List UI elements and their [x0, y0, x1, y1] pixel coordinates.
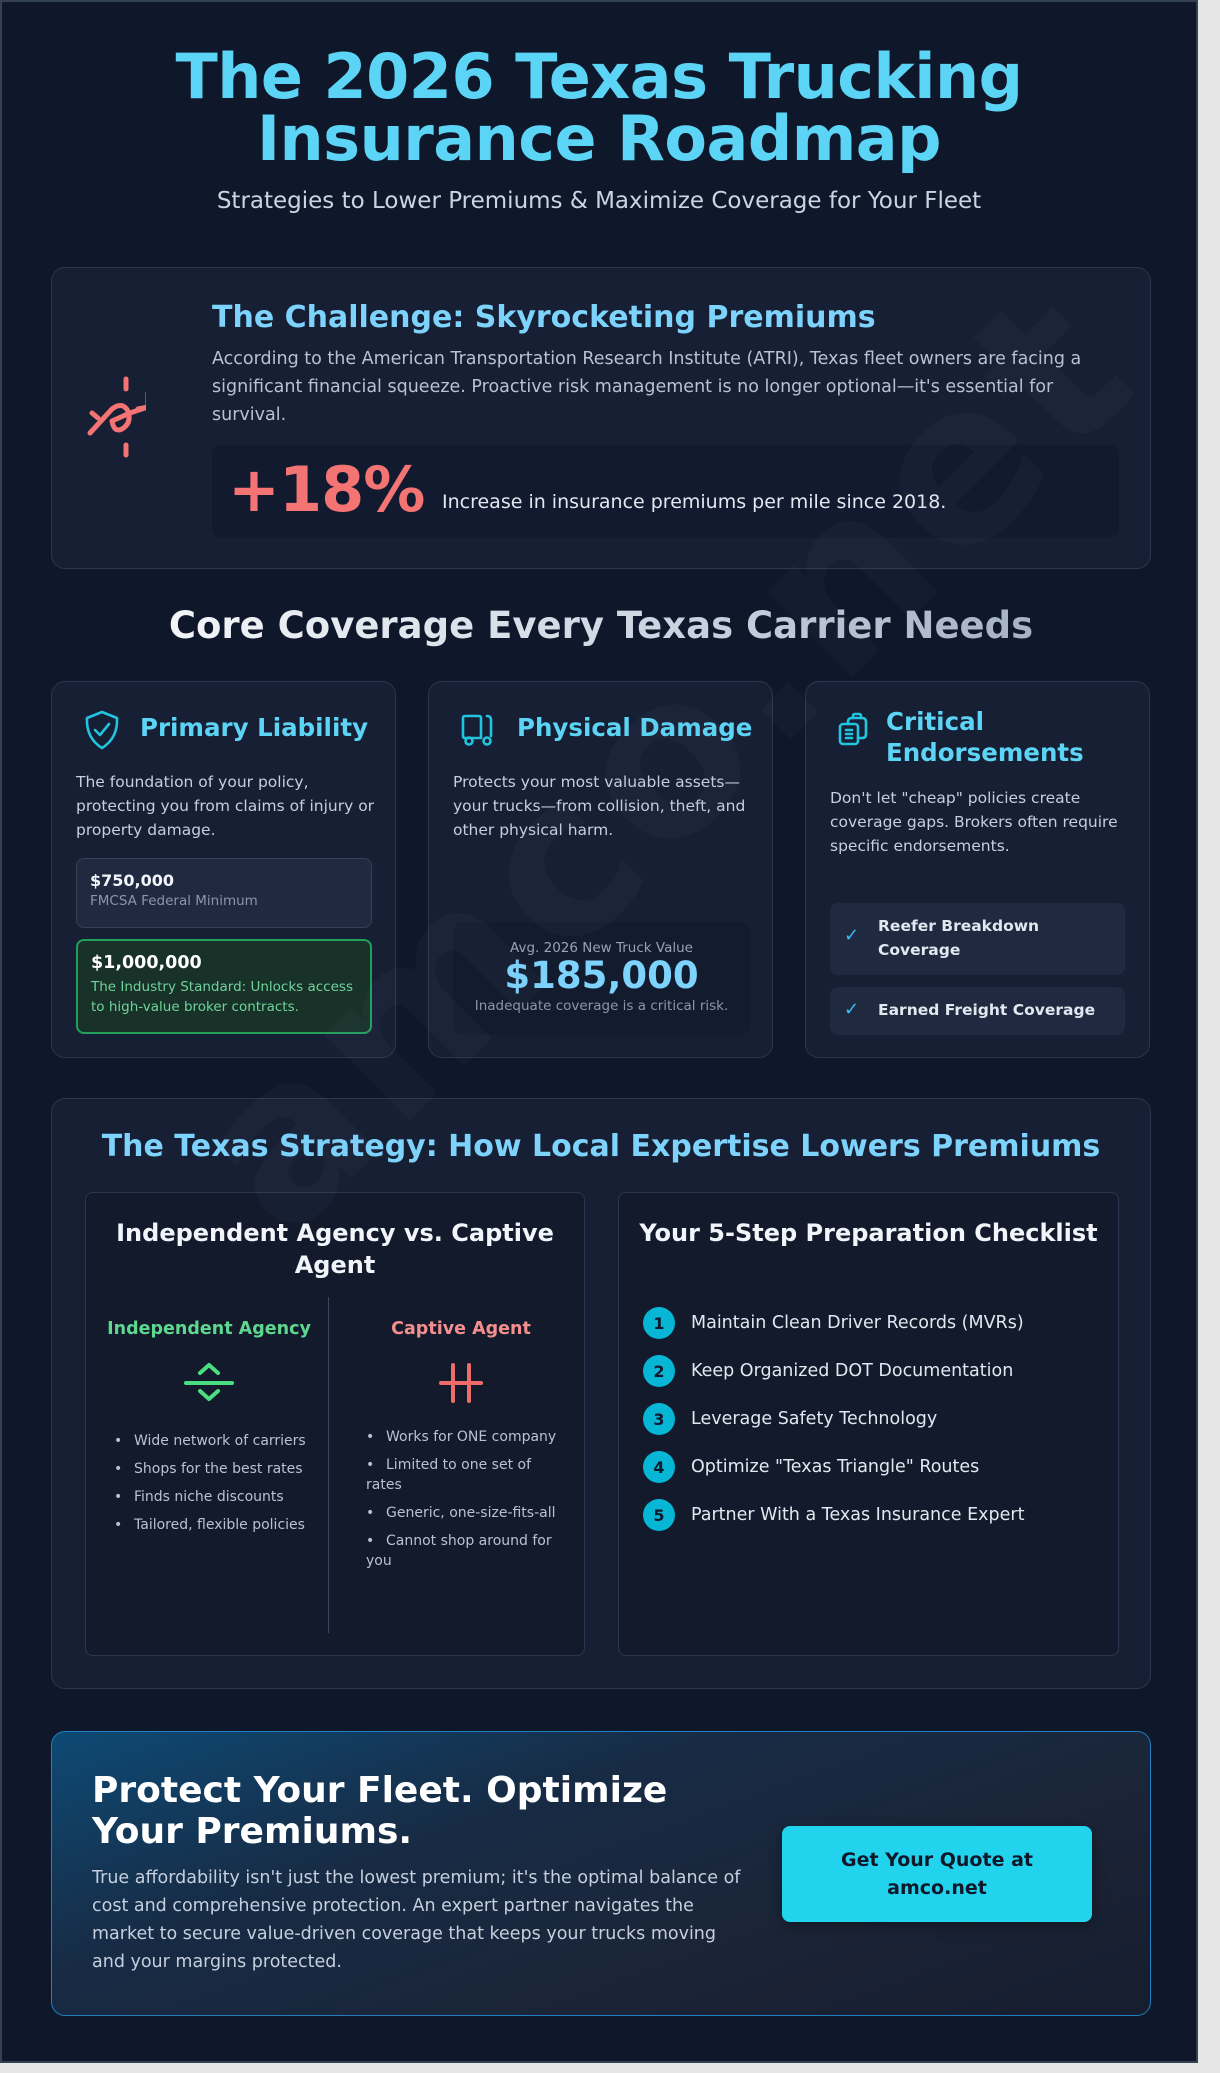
step-number-badge: 4 — [643, 1451, 675, 1483]
tier-amount: $750,000 — [90, 871, 175, 890]
cta-body: True affordability isn't just the lowest… — [92, 1868, 741, 1972]
expand-options-icon — [184, 1363, 234, 1401]
captive-agent-column: Captive Agent • Works for ONE company • Li… — [356, 1315, 566, 1579]
comparison-title: Independent Agency vs. Captive Agent — [116, 1219, 554, 1279]
coverage-body: Protects your most valuable assets—your … — [453, 773, 746, 839]
checklist-step: 2 Keep Organized DOT Documentation — [643, 1347, 1024, 1395]
coverage-title: Physical Damage — [517, 713, 753, 742]
list-item: • Generic, one-size-fits-all — [366, 1505, 556, 1521]
list-item: • Cannot shop around for you — [366, 1533, 552, 1569]
truck-value-label: Avg. 2026 New Truck Value — [510, 940, 693, 956]
call-to-action-banner: Protect Your Fleet. Optimize Your Premiu… — [51, 1731, 1151, 2016]
endorsement-item: ✓ Reefer Breakdown Coverage — [830, 903, 1125, 975]
step-text: Keep Organized DOT Documentation — [691, 1361, 1014, 1381]
independent-agency-label: Independent Agency — [107, 1319, 311, 1339]
truck-value-amount: $185,000 — [504, 954, 699, 997]
independent-agency-column: Independent Agency • Wide network of carr… — [104, 1315, 314, 1543]
truck-value-stat: Avg. 2026 New Truck Value $185,000 Inade… — [453, 922, 750, 1035]
coverage-title: Critical Endorsements — [886, 707, 1084, 767]
tier-amount: $1,000,000 — [91, 953, 202, 973]
checklist-title: Your 5-Step Preparation Checklist — [639, 1219, 1098, 1247]
list-item: • Finds niche discounts — [114, 1489, 284, 1505]
tier-description: FMCSA Federal Minimum — [90, 893, 258, 909]
coverage-body: The foundation of your policy, protectin… — [76, 773, 375, 839]
endorsement-item: ✓ Earned Freight Coverage — [830, 987, 1125, 1035]
coverage-section-title: Core Coverage Every Texas Carrier Needs — [2, 604, 1196, 647]
endorsement-label: Reefer Breakdown Coverage — [878, 917, 1040, 959]
premium-increase-value: +18% — [228, 453, 425, 526]
checkmark-icon: ✓ — [844, 999, 860, 1020]
checklist-step: 1 Maintain Clean Driver Records (MVRs) — [643, 1299, 1024, 1347]
premium-stat-box: +18% Increase in insurance premiums per … — [212, 445, 1119, 538]
independent-points-list: • Wide network of carriers • Shops for the… — [104, 1431, 314, 1535]
step-text: Optimize "Texas Triangle" Routes — [691, 1457, 980, 1477]
agency-comparison-panel: Independent Agency vs. Captive Agent Ind… — [85, 1192, 585, 1656]
truck-value-note: Inadequate coverage is a critical risk. — [474, 998, 729, 1014]
coverage-title: Primary Liability — [140, 713, 369, 742]
challenge-title: The Challenge: Skyrocketing Premiums — [212, 300, 876, 335]
checklist-step: 5 Partner With a Texas Insurance Expert — [643, 1491, 1024, 1539]
coverage-card-critical-endorsements: Critical Endorsements Don't let "cheap" … — [805, 681, 1150, 1058]
endorsement-label: Earned Freight Coverage — [878, 1001, 1096, 1019]
cta-title: Protect Your Fleet. Optimize Your Premiu… — [92, 1770, 668, 1852]
captive-agent-label: Captive Agent — [391, 1319, 531, 1339]
tier-description: The Industry Standard: Unlocks access to… — [91, 979, 353, 1015]
challenge-body: According to the American Transportation… — [212, 349, 1082, 425]
liability-tier-standard: $1,000,000 The Industry Standard: Unlock… — [76, 939, 372, 1034]
coverage-card-physical-damage: Physical Damage Protects your most valua… — [428, 681, 773, 1058]
hero-header: The 2026 Texas Trucking Insurance Roadma… — [2, 2, 1196, 215]
challenge-card: The Challenge: Skyrocketing Premiums Acc… — [51, 267, 1151, 569]
checklist-step: 3 Leverage Safety Technology — [643, 1395, 1024, 1443]
step-text: Leverage Safety Technology — [691, 1409, 938, 1429]
coverage-card-primary-liability: Primary Liability The foundation of your… — [51, 681, 396, 1058]
coverage-body: Don't let "cheap" policies create covera… — [830, 789, 1118, 855]
page-subtitle: Strategies to Lower Premiums & Maximize … — [216, 188, 982, 214]
trending-up-alert-icon — [87, 376, 146, 458]
strategy-title: The Texas Strategy: How Local Expertise … — [101, 1129, 1101, 1164]
checkmark-icon: ✓ — [844, 925, 860, 946]
comparison-divider — [328, 1297, 329, 1633]
step-number-badge: 3 — [643, 1403, 675, 1435]
liability-tier-minimum: $750,000 FMCSA Federal Minimum — [76, 858, 372, 928]
captive-points-list: • Works for ONE company • Limited to one s… — [356, 1427, 566, 1571]
shield-check-icon — [85, 710, 119, 750]
step-number-badge: 2 — [643, 1355, 675, 1387]
truck-icon — [461, 714, 493, 746]
list-item: • Tailored, flexible policies — [114, 1517, 305, 1533]
get-quote-button[interactable]: Get Your Quote at amco.net — [782, 1826, 1092, 1922]
list-item: • Shops for the best rates — [114, 1461, 303, 1477]
list-item: • Wide network of carriers — [114, 1433, 306, 1449]
step-text: Maintain Clean Driver Records (MVRs) — [691, 1313, 1024, 1333]
list-item: • Limited to one set of rates — [366, 1457, 532, 1493]
texas-strategy-section: The Texas Strategy: How Local Expertise … — [51, 1098, 1151, 1689]
step-number-badge: 1 — [643, 1307, 675, 1339]
step-number-badge: 5 — [643, 1499, 675, 1531]
page-title: The 2026 Texas Trucking Insurance Roadma… — [175, 40, 1023, 175]
step-text: Partner With a Texas Insurance Expert — [691, 1505, 1025, 1525]
list-item: • Works for ONE company — [366, 1429, 557, 1445]
preparation-checklist-panel: Your 5-Step Preparation Checklist 1 Maint… — [618, 1192, 1119, 1656]
restricted-hash-icon — [439, 1363, 483, 1403]
infographic-page: amco.net The 2026 Texas Trucking Insuran… — [0, 0, 1198, 2063]
premium-increase-label: Increase in insurance premiums per mile … — [442, 491, 947, 513]
checklist-step: 4 Optimize "Texas Triangle" Routes — [643, 1443, 1024, 1491]
clipboard-list-icon — [838, 712, 868, 746]
